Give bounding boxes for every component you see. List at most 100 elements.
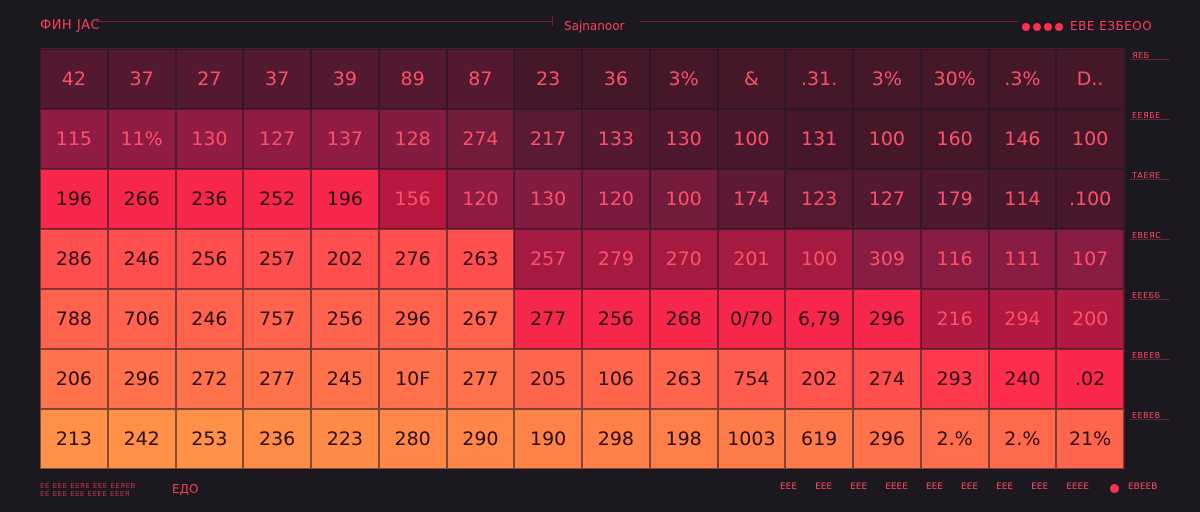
heatmap-cell: 201: [717, 229, 786, 289]
footer-right-label: ЕВЕЕВ: [1128, 482, 1158, 492]
legend-rule: [1130, 299, 1170, 300]
heatmap-cell: 294: [988, 289, 1057, 349]
heatmap-cell: 87: [446, 49, 515, 109]
heatmap-cell: 120: [446, 169, 515, 229]
heatmap-cell: 130: [649, 109, 718, 169]
status-dot: [1022, 23, 1030, 31]
header-right-label: ЕВЕ ЕЗБЕОО: [1070, 19, 1153, 33]
heatmap-cell: 114: [988, 169, 1057, 229]
heatmap-cell: 205: [514, 349, 582, 409]
footer-notes: ЕЕ ЕЕЕ ЕЕЯЕ ЕЕЕ ЕЕЯЕВ ЕЕ ЕЕЕ ЕЕЕ ЕЕЕЕ ЕЕ…: [40, 482, 136, 498]
heatmap-cell: 202: [785, 349, 853, 409]
heatmap-cell: 202: [311, 229, 379, 289]
legend-rule: [1130, 419, 1170, 420]
heatmap-cell: .100: [1056, 169, 1124, 229]
heatmap-cell: 190: [514, 409, 582, 469]
legend-label: ЕЕЕББ: [1132, 291, 1161, 300]
heatmap-cell: 706: [107, 289, 176, 349]
heatmap-cell: 100: [717, 109, 786, 169]
heatmap-cell: 263: [446, 229, 515, 289]
footer-tick-label: ЕЕЕ: [1031, 482, 1049, 492]
bottom-bar: ЕЕ ЕЕЕ ЕЕЯЕ ЕЕЕ ЕЕЯЕВ ЕЕ ЕЕЕ ЕЕЕ ЕЕЕЕ ЕЕ…: [0, 476, 1200, 512]
heatmap-cell: 120: [582, 169, 650, 229]
heatmap-cell: 280: [378, 409, 447, 469]
footer-note-line: ЕЕ ЕЕЕ ЕЕЯЕ ЕЕЕ ЕЕЯЕВ: [40, 482, 136, 490]
heatmap-cell: 39: [311, 49, 379, 109]
heatmap-cell: 107: [1056, 229, 1124, 289]
heatmap-cell: 272: [175, 349, 244, 409]
heatmap-cell: 100: [785, 229, 853, 289]
heatmap-cell: .02: [1056, 349, 1124, 409]
legend-label: ЕВЕЕВ: [1132, 351, 1161, 360]
heatmap-cell: 128: [378, 109, 447, 169]
chart-title: ФИН ЈАС: [40, 18, 101, 33]
legend-label: ТАЕЯЕ: [1132, 171, 1161, 180]
heatmap-cell: 206: [40, 349, 108, 409]
heatmap-cell: 200: [1056, 289, 1124, 349]
heatmap-cell: 246: [107, 229, 176, 289]
heatmap-cell: 263: [649, 349, 718, 409]
heatmap-cell: 179: [920, 169, 989, 229]
heatmap-cell: 6,79: [785, 289, 853, 349]
heatmap-cell: 21%: [1056, 409, 1124, 469]
heatmap-cell: 36: [582, 49, 650, 109]
heatmap-cell: 240: [988, 349, 1057, 409]
heatmap-cell: 619: [785, 409, 853, 469]
heatmap-cell: 274: [446, 109, 515, 169]
heatmap-cell: 246: [175, 289, 244, 349]
heatmap-cell: 277: [243, 349, 311, 409]
heatmap-cell: 130: [175, 109, 244, 169]
heatmap-cell: 309: [853, 229, 921, 289]
heatmap-cell: 274: [853, 349, 921, 409]
heatmap-cell: 757: [243, 289, 311, 349]
heatmap-cell: 217: [514, 109, 582, 169]
heatmap-cell: 256: [582, 289, 650, 349]
heatmap-cell: 196: [40, 169, 108, 229]
heatmap-cell: 174: [717, 169, 786, 229]
heatmap-cell: 253: [175, 409, 244, 469]
heatmap-cell: 242: [107, 409, 176, 469]
footer-tick-label: ЕЕЕ: [815, 482, 833, 492]
legend-label: ЕВЕЯС: [1132, 231, 1162, 240]
heatmap-cell: 111: [988, 229, 1057, 289]
heatmap-cell: 133: [582, 109, 650, 169]
heatmap-cell: 788: [40, 289, 108, 349]
heatmap-cell: 89: [378, 49, 447, 109]
heatmap-cell: 100: [853, 109, 921, 169]
heatmap-cell: 279: [582, 229, 650, 289]
status-dot: [1055, 23, 1063, 31]
heatmap-cell: 286: [40, 229, 108, 289]
status-dots: [1022, 23, 1063, 31]
heatmap-cell: &: [717, 49, 786, 109]
top-bar: ФИН ЈАС Sajnanoor ЕВЕ ЕЗБЕОО: [0, 0, 1200, 44]
heatmap-cell: 127: [243, 109, 311, 169]
heatmap-cell: 257: [514, 229, 582, 289]
heatmap-cell: 277: [514, 289, 582, 349]
status-dot: [1033, 23, 1041, 31]
heatmap-cell: 156: [378, 169, 447, 229]
heatmap-cell: 296: [853, 289, 921, 349]
heatmap-cell: 10F: [378, 349, 447, 409]
footer-tick-label: ЕЕЕ: [925, 482, 943, 492]
footer-tick-label: ЕЕЕ: [996, 482, 1014, 492]
heatmap-cell: 123: [785, 169, 853, 229]
heatmap-cell: 131: [785, 109, 853, 169]
heatmap-cell: 276: [378, 229, 447, 289]
heatmap-cell: 0/70: [717, 289, 786, 349]
heatmap-cell: .31.: [785, 49, 853, 109]
heatmap-cell: 137: [311, 109, 379, 169]
heatmap-cell: 267: [446, 289, 515, 349]
heatmap-cell: 3%: [649, 49, 718, 109]
heatmap-cell: 296: [107, 349, 176, 409]
heatmap-cell: 1003: [717, 409, 786, 469]
heatmap-cell: 213: [40, 409, 108, 469]
legend-rule: [1130, 359, 1170, 360]
footer-tick-label: ЕЕЕ: [850, 482, 868, 492]
heatmap-cell: 196: [311, 169, 379, 229]
heatmap-cell: 42: [40, 49, 108, 109]
header-rule: [96, 21, 552, 22]
heatmap-cell: 3%: [853, 49, 921, 109]
heatmap-cell: 100: [649, 169, 718, 229]
heatmap-cell: 130: [514, 169, 582, 229]
heatmap-cell: 270: [649, 229, 718, 289]
